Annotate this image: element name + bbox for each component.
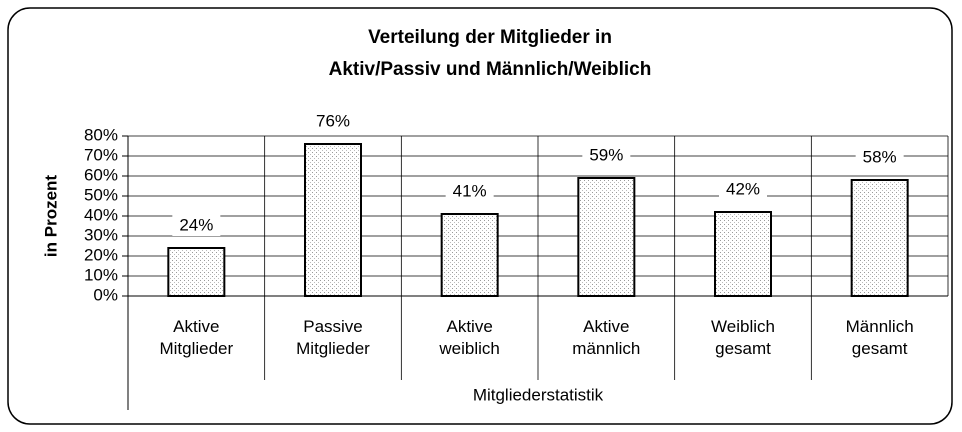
data-label-bg: [855, 146, 904, 168]
y-axis-title: in Prozent: [41, 175, 60, 258]
data-label: 42%: [726, 179, 760, 198]
y-tick-label: 50%: [84, 185, 118, 204]
data-label-bg: [719, 178, 767, 200]
data-label: 76%: [316, 111, 350, 130]
x-tick-label: Aktive männlich: [572, 317, 641, 358]
data-label-bg: [309, 110, 357, 132]
data-label: 24%: [179, 215, 213, 234]
bar: [440, 213, 499, 297]
y-tick-label: 40%: [84, 205, 118, 224]
x-tick-label: Aktive Mitglieder: [159, 317, 234, 358]
bar: [304, 143, 362, 297]
x-tick-label: Männlich gesamt: [845, 317, 914, 358]
y-tick-label: 10%: [84, 265, 118, 284]
data-label-bg: [172, 214, 221, 236]
bar: [577, 177, 636, 297]
data-label: 41%: [453, 181, 487, 200]
bar: [167, 247, 226, 297]
bar: [714, 211, 772, 297]
y-tick-label: 80%: [84, 125, 118, 144]
y-tick-label: 60%: [84, 165, 118, 184]
x-tick-label: Weiblich gesamt: [711, 317, 775, 358]
bar: [850, 179, 909, 297]
data-label: 58%: [863, 147, 897, 166]
y-tick-label: 70%: [84, 145, 118, 164]
data-label: 59%: [589, 145, 623, 164]
x-axis-title: Mitgliederstatistik: [473, 385, 604, 404]
x-tick-label: Aktive weiblich: [439, 317, 500, 358]
data-label-bg: [582, 144, 631, 166]
y-tick-label: 30%: [84, 225, 118, 244]
x-tick-label: Passive Mitglieder: [296, 317, 370, 358]
y-tick-label: 0%: [93, 285, 118, 304]
chart-title: Verteilung der Mitglieder in Aktiv/Passiv…: [329, 27, 652, 80]
data-label-bg: [445, 180, 494, 202]
y-tick-label: 20%: [84, 245, 118, 264]
